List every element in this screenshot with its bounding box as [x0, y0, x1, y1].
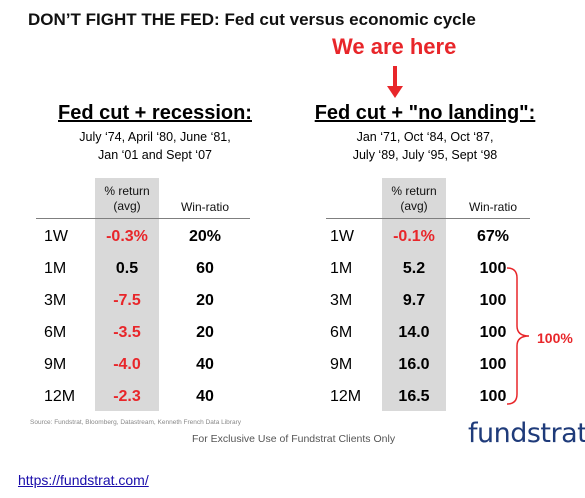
row-period: 3M [44, 292, 67, 309]
left-panel-dates: July ‘74, April ‘80, June ‘81, Jan ‘01 a… [40, 128, 270, 164]
row-return: -0.1% [393, 228, 435, 245]
row-return: 0.5 [115, 260, 139, 277]
row-period: 12M [330, 388, 362, 405]
we-are-here-callout: We are here [332, 34, 457, 59]
row-return: -2.3 [113, 388, 141, 405]
left-return-column-shade [95, 178, 159, 411]
row-win-ratio: 20 [196, 292, 214, 309]
right-col-return-line1: % return [391, 184, 437, 198]
title-sub: Fed cut versus economic cycle [224, 10, 476, 29]
bracket-icon [506, 267, 530, 405]
left-dates-line1: July ‘74, April ‘80, June ‘81, [79, 130, 231, 144]
right-dates-line1: Jan ‘71, Oct ‘84, Oct ‘87, [356, 130, 494, 144]
row-period: 9M [330, 356, 353, 373]
right-header-rule [326, 218, 530, 219]
row-period: 3M [330, 292, 353, 309]
left-col-return-line1: % return [104, 184, 150, 198]
row-period: 1W [330, 228, 354, 245]
row-return: 14.0 [398, 324, 430, 341]
left-panel-heading: Fed cut + recession: [58, 102, 252, 124]
exclusive-note: For Exclusive Use of Fundstrat Clients O… [192, 433, 396, 445]
page-title: DON’T FIGHT THE FED: Fed cut versus econ… [28, 10, 476, 30]
row-period: 1M [44, 260, 67, 277]
right-dates-line2: July ‘89, July ‘95, Sept ‘98 [352, 148, 498, 162]
left-col-win-header: Win-ratio [180, 200, 229, 214]
row-return: 16.0 [398, 356, 430, 373]
right-col-return-header: % return (avg) [382, 184, 446, 214]
fundstrat-link[interactable]: https://fundstrat.com/ [18, 472, 149, 488]
row-period: 12M [44, 388, 76, 405]
row-period: 6M [330, 324, 353, 341]
row-period: 9M [44, 356, 67, 373]
row-win-ratio: 100 [479, 356, 507, 373]
source-note: Source: Fundstrat, Bloomberg, Datastream… [30, 419, 241, 426]
row-return: 5.2 [402, 260, 426, 277]
right-panel-heading: Fed cut + "no landing": [314, 102, 536, 124]
right-col-win-header: Win-ratio [468, 200, 517, 214]
win-ratio-100-label: 100% [537, 330, 573, 346]
left-dates-line2: Jan ‘01 and Sept ‘07 [98, 148, 212, 162]
row-win-ratio: 60 [196, 260, 214, 277]
right-col-return-line2: (avg) [400, 199, 428, 213]
row-period: 1M [330, 260, 353, 277]
row-period: 1W [44, 228, 68, 245]
row-win-ratio: 100 [479, 324, 507, 341]
arrow-down-icon [387, 66, 403, 98]
title-main: DON’T FIGHT THE FED: [28, 10, 220, 29]
left-col-return-header: % return (avg) [95, 184, 159, 214]
row-win-ratio: 100 [479, 260, 507, 277]
row-win-ratio: 100 [479, 292, 507, 309]
row-return: -4.0 [113, 356, 141, 373]
fundstrat-logo: fundstrat [468, 418, 585, 449]
left-col-return-line2: (avg) [113, 199, 141, 213]
row-win-ratio: 20 [196, 324, 214, 341]
row-return: -7.5 [113, 292, 141, 309]
row-return: 9.7 [402, 292, 426, 309]
row-win-ratio: 20% [188, 228, 222, 245]
row-return: 16.5 [398, 388, 430, 405]
row-win-ratio: 100 [479, 388, 507, 405]
row-win-ratio: 40 [196, 388, 214, 405]
row-return: -3.5 [113, 324, 141, 341]
right-panel-dates: Jan ‘71, Oct ‘84, Oct ‘87, July ‘89, Jul… [305, 128, 545, 164]
left-header-rule [36, 218, 250, 219]
row-win-ratio: 40 [196, 356, 214, 373]
right-return-column-shade [382, 178, 446, 411]
row-win-ratio: 67% [476, 228, 510, 245]
row-return: -0.3% [106, 228, 148, 245]
row-period: 6M [44, 324, 67, 341]
